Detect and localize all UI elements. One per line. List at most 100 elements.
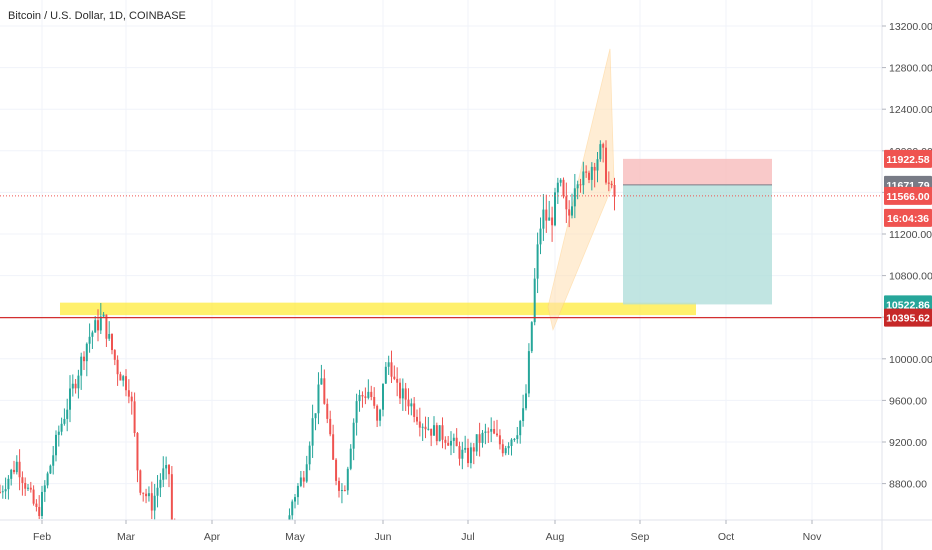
candle-body — [571, 206, 573, 216]
candle-body — [387, 362, 390, 367]
x-tick-label: Jun — [375, 531, 392, 543]
candle-body — [373, 396, 376, 406]
candle-body — [390, 362, 393, 377]
candle-body — [355, 401, 358, 423]
candle-body — [421, 426, 424, 428]
candle-body — [69, 388, 71, 410]
candle-body — [536, 244, 539, 279]
candle-body — [361, 394, 364, 397]
candle-body — [513, 438, 516, 440]
price-tag-label: 10522.86 — [886, 299, 930, 311]
candle-body — [444, 439, 447, 443]
candle-body — [401, 388, 404, 399]
candle-body — [142, 492, 145, 494]
candle-body — [551, 217, 554, 226]
candle-body — [329, 418, 332, 435]
candle-body — [13, 469, 15, 473]
candle-body — [340, 490, 343, 492]
candle-body — [99, 316, 102, 331]
candle-body — [165, 465, 168, 469]
candle-body — [299, 477, 302, 486]
candle-body — [367, 391, 370, 398]
candle-body — [145, 493, 148, 497]
candle-body — [452, 437, 455, 441]
candle-body — [461, 449, 464, 459]
candle-body — [113, 350, 116, 360]
candle-body — [490, 428, 493, 432]
candle-body — [554, 192, 556, 226]
candle-body — [438, 425, 441, 442]
candle-body — [27, 487, 29, 489]
candle-body — [320, 378, 323, 385]
x-tick-label: Feb — [33, 531, 51, 543]
candle-body — [370, 391, 373, 397]
position-stop-zone — [623, 158, 772, 185]
candle-body — [116, 359, 119, 375]
drawings[interactable] — [60, 48, 772, 332]
candle-body — [475, 434, 478, 452]
price-tag-box — [884, 208, 932, 227]
candle-body — [527, 351, 530, 394]
candle-body — [317, 384, 320, 414]
candle-body — [404, 388, 407, 400]
x-tick-label: Mar — [117, 531, 136, 543]
candles — [0, 140, 616, 520]
candle-body — [441, 425, 444, 440]
candle-body — [18, 461, 21, 478]
candle-body — [501, 444, 504, 454]
candle-body — [111, 334, 113, 351]
x-tick-label: May — [285, 531, 306, 543]
candle-body — [469, 447, 472, 464]
candle-body — [376, 405, 379, 421]
candle-body — [326, 403, 329, 419]
candle-body — [94, 320, 97, 333]
candle-body — [498, 435, 501, 445]
price-tag-label: 11922.58 — [886, 154, 929, 166]
candle-body — [510, 439, 513, 447]
candle-body — [85, 343, 88, 362]
candle-body — [29, 487, 32, 490]
candle-body — [71, 383, 74, 389]
candle-body — [610, 183, 613, 186]
candle-body — [122, 376, 125, 381]
candle-body — [335, 459, 338, 481]
candle-body — [435, 425, 438, 442]
candle-body — [305, 464, 308, 482]
candle-body — [593, 166, 596, 171]
candle-body — [63, 418, 66, 424]
candle-body — [0, 491, 1, 493]
y-tick-label: 12800.00 — [889, 63, 932, 75]
candle-body — [80, 356, 83, 376]
candle-body — [314, 413, 317, 419]
candle-body — [153, 495, 156, 511]
chart-title: Bitcoin / U.S. Dollar, 1D, COINBASE — [8, 10, 186, 22]
candle-body — [430, 428, 433, 436]
candle-body — [582, 171, 585, 186]
candle-body — [130, 396, 133, 402]
candle-body — [539, 228, 542, 245]
candle-body — [119, 374, 122, 381]
candle-body — [311, 418, 314, 446]
candle-body — [516, 435, 519, 439]
candle-body — [105, 314, 108, 339]
candle-body — [338, 480, 340, 491]
candle-body — [607, 182, 610, 184]
candle-body — [585, 171, 588, 173]
candle-body — [590, 166, 593, 180]
candle-body — [46, 473, 49, 486]
candle-body — [296, 485, 299, 498]
candle-body — [15, 461, 18, 473]
price-tag-label: 16:04:36 — [887, 213, 929, 225]
candle-body — [573, 188, 576, 207]
candle-body — [162, 468, 165, 480]
candle-body — [588, 172, 590, 180]
candle-body — [43, 485, 46, 492]
price-tag-box — [884, 186, 932, 205]
y-tick-label: 9600.00 — [889, 395, 927, 407]
price-tag-box — [884, 308, 932, 327]
candle-body — [88, 336, 91, 344]
x-tick-label: Jul — [461, 531, 474, 543]
